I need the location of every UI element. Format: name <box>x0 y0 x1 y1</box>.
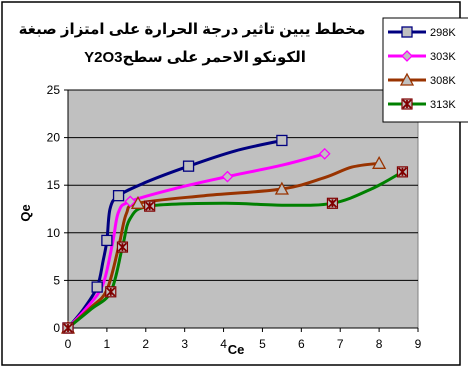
data-point-313k <box>326 197 339 209</box>
data-point-313k <box>105 286 117 298</box>
data-point-298k <box>101 234 113 247</box>
x-tick-label: 9 <box>415 337 422 351</box>
x-tick-label: 5 <box>259 337 266 351</box>
data-point-313k <box>144 200 156 212</box>
x-tick-label: 7 <box>337 337 344 351</box>
series-line-303k <box>66 152 327 330</box>
x-tick-label: 8 <box>376 337 383 351</box>
data-point-303k <box>221 170 234 183</box>
x-tick-label: 3 <box>181 337 188 351</box>
y-tick-labels: 0 5 10 15 20 25 <box>47 83 68 335</box>
legend-label-308k: 308K <box>430 75 456 87</box>
x-tick-label: 4 <box>220 337 227 351</box>
data-point-303k <box>318 147 331 160</box>
y-axis-label: Qe <box>18 204 33 221</box>
y-tick-label: 25 <box>47 83 61 97</box>
chart-title-line-1: مخطط يبين تاثير درجة الحرارة على امتزاز … <box>19 21 366 38</box>
legend-marker-303k <box>401 50 413 62</box>
x-tick-label: 2 <box>142 337 149 351</box>
legend-marker-308k <box>399 72 415 86</box>
data-point-298k <box>112 190 125 202</box>
series-markers <box>60 134 409 334</box>
y-tick-label: 10 <box>47 226 61 240</box>
data-point-303k <box>124 195 137 208</box>
data-point-298k <box>91 281 103 293</box>
y-tick-label: 5 <box>53 273 60 287</box>
x-tick-labels: 0 1 2 3 4 5 6 7 8 9 <box>65 328 422 351</box>
legend-marker-313k <box>401 98 413 110</box>
legend-marker-298k <box>401 26 413 38</box>
data-point-313k <box>116 241 129 253</box>
data-point-308k <box>274 181 289 195</box>
x-tick-label: 1 <box>104 337 111 351</box>
data-point-313k <box>396 166 409 178</box>
axes <box>67 90 418 329</box>
data-point-298k <box>182 160 195 172</box>
data-point-308k <box>372 155 387 169</box>
data-point-313k <box>62 322 74 334</box>
chart-title-line-2: الكونكو الاحمر على سطحY2O3 <box>84 49 306 66</box>
legend-label-303k: 303K <box>430 51 456 63</box>
y-tick-label: 0 <box>53 321 60 335</box>
x-tick-label: 0 <box>65 337 72 351</box>
legend: 298K 303K 308K 313K <box>382 17 468 123</box>
y-tick-label: 15 <box>47 178 61 192</box>
y-tick-label: 20 <box>47 131 61 145</box>
series-line-298k <box>66 139 284 330</box>
legend-label-313k: 313K <box>430 99 456 111</box>
data-point-308k <box>130 195 146 209</box>
x-tick-label: 6 <box>298 337 305 351</box>
x-axis-label: Ce <box>228 342 245 357</box>
data-point-298k <box>276 134 288 147</box>
legend-label-298k: 298K <box>430 27 456 39</box>
